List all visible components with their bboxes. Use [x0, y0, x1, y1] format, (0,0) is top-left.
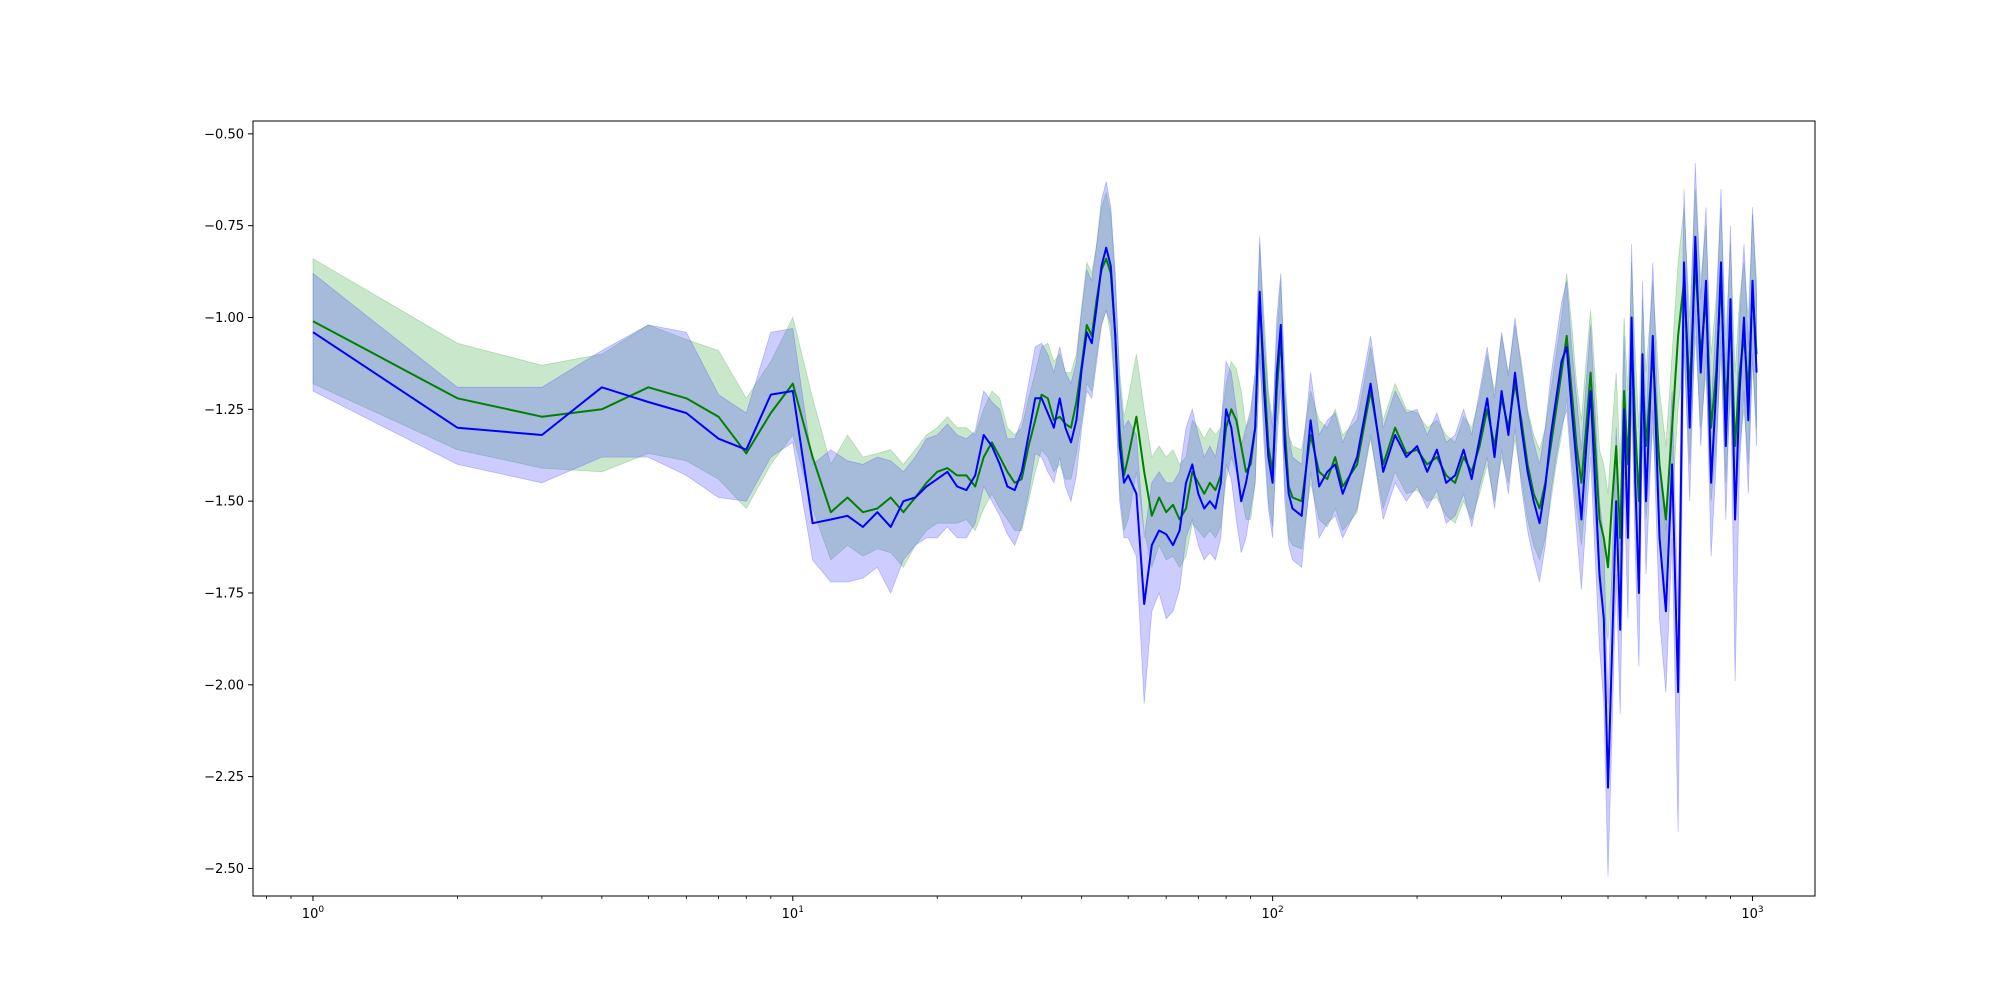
x-tick-label: 101: [782, 905, 804, 922]
y-tick-label: −2.00: [204, 678, 244, 693]
y-tick-label: −2.25: [204, 770, 244, 785]
series-2-band: [312, 163, 1757, 876]
series-1-band: [312, 188, 1757, 641]
y-tick-label: −2.50: [204, 862, 244, 877]
series-2-line: [312, 235, 1758, 789]
y-tick-label: −0.50: [204, 127, 244, 142]
y-tick-label: −1.50: [204, 495, 244, 510]
y-axis: −0.50 −0.75 −1.00 −1.25 −1.50 −1.75 −2.00 −2.25…: [204, 127, 253, 877]
axes-frame: [252, 120, 1816, 897]
y-tick-label: −1.25: [204, 403, 244, 418]
x-tick-label: 103: [1741, 905, 1763, 922]
x-tick-label: 102: [1261, 905, 1283, 922]
x-axis: 100 101 102 103: [266, 896, 1764, 922]
y-tick-label: −1.75: [204, 586, 244, 601]
y-tick-label: −1.00: [204, 311, 244, 326]
x-tick-label: 100: [302, 905, 325, 922]
plot-area: [312, 163, 1758, 876]
y-tick-label: −0.75: [204, 219, 244, 234]
